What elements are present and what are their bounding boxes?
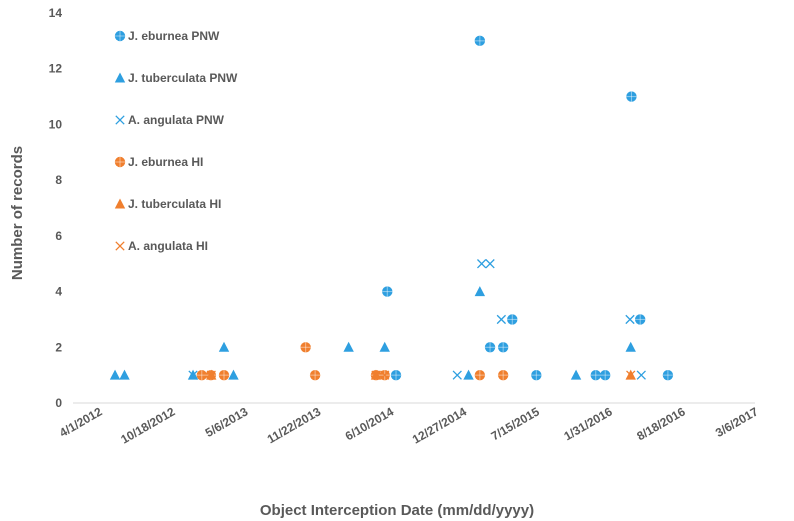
data-point [484, 342, 496, 353]
y-tick-label: 8 [55, 173, 62, 187]
legend-marker [114, 156, 126, 168]
data-point [452, 370, 462, 380]
data-point [625, 341, 636, 352]
legend-marker [114, 30, 126, 42]
data-point [206, 370, 216, 380]
data-point [531, 369, 542, 381]
data-point [497, 369, 509, 381]
data-point [228, 369, 239, 380]
legend-label: A. angulata PNW [128, 113, 225, 127]
x-tick-label: 7/15/2015 [489, 404, 543, 443]
data-point [600, 369, 611, 381]
data-point [300, 342, 311, 353]
data-point [382, 286, 393, 297]
x-tick-label: 10/18/2012 [118, 404, 177, 446]
data-point [463, 369, 474, 380]
data-point [343, 341, 354, 352]
data-point [635, 314, 646, 325]
legend-marker [115, 241, 125, 251]
legend-marker [114, 198, 126, 209]
data-point [218, 341, 230, 352]
data-point [379, 341, 390, 352]
y-axis-title: Number of records [9, 146, 26, 280]
data-point [188, 370, 198, 380]
legend: J. eburnea PNW J. tuberculata PNW A. angul… [114, 29, 238, 253]
data-point [636, 370, 646, 380]
data-point [390, 369, 402, 381]
data-point [507, 314, 518, 325]
legend-marker [115, 115, 125, 125]
legend-item: A. angulata HI [115, 239, 208, 253]
x-tick-label: 8/18/2016 [634, 404, 688, 443]
legend-label: J. tuberculata HI [128, 197, 221, 211]
data-point [625, 314, 635, 325]
x-tick-label: 12/27/2014 [410, 404, 469, 446]
data-point [371, 370, 381, 380]
legend-item: J. eburnea PNW [114, 29, 220, 43]
legend-marker [114, 72, 126, 83]
y-tick-label: 0 [55, 396, 62, 410]
data-point [196, 369, 207, 381]
x-tick-label: 1/31/2016 [561, 404, 615, 443]
data-point [477, 259, 487, 269]
data-point [474, 369, 486, 381]
y-tick-label: 4 [55, 285, 62, 299]
data-point [119, 369, 130, 380]
legend-label: A. angulata HI [128, 239, 208, 253]
y-tick-label: 10 [49, 117, 63, 131]
data-point [570, 369, 582, 380]
legend-item: J. eburnea HI [114, 155, 203, 169]
x-tick-label: 11/22/2013 [265, 404, 324, 446]
legend-label: J. eburnea HI [128, 155, 203, 169]
legend-item: A. angulata PNW [115, 113, 225, 127]
x-tick-label: 6/10/2014 [343, 404, 397, 443]
x-tick-label: 5/6/2013 [203, 404, 251, 440]
y-tick-label: 2 [55, 340, 62, 354]
x-tick-label: 3/6/2017 [713, 404, 761, 440]
x-axis-title: Object Interception Date (mm/dd/yyyy) [260, 502, 534, 519]
y-tick-label: 14 [49, 6, 63, 20]
legend-item: J. tuberculata PNW [114, 71, 238, 85]
data-points [109, 35, 674, 381]
legend-item: J. tuberculata HI [114, 197, 221, 211]
legend-label: J. eburnea PNW [128, 29, 220, 43]
data-point [497, 342, 509, 353]
data-point [626, 370, 636, 380]
data-point [380, 370, 390, 380]
data-point [218, 369, 230, 381]
y-tick-label: 6 [55, 229, 62, 243]
legend-label: J. tuberculata PNW [128, 71, 238, 85]
data-point [662, 369, 674, 381]
data-point [626, 91, 637, 102]
y-axis-ticks: 0 2 4 6 8 10 12 14 [49, 6, 63, 410]
data-point [309, 369, 321, 381]
data-point [590, 369, 601, 381]
x-axis-ticks: 4/1/2012 10/18/2012 5/6/2013 11/22/2013 6/10… [57, 404, 761, 446]
data-point [496, 314, 507, 325]
data-point [474, 35, 486, 47]
data-point [485, 259, 495, 269]
x-tick-label: 4/1/2012 [57, 404, 105, 440]
y-tick-label: 12 [49, 62, 63, 76]
data-point [474, 286, 486, 297]
data-point [109, 369, 121, 380]
